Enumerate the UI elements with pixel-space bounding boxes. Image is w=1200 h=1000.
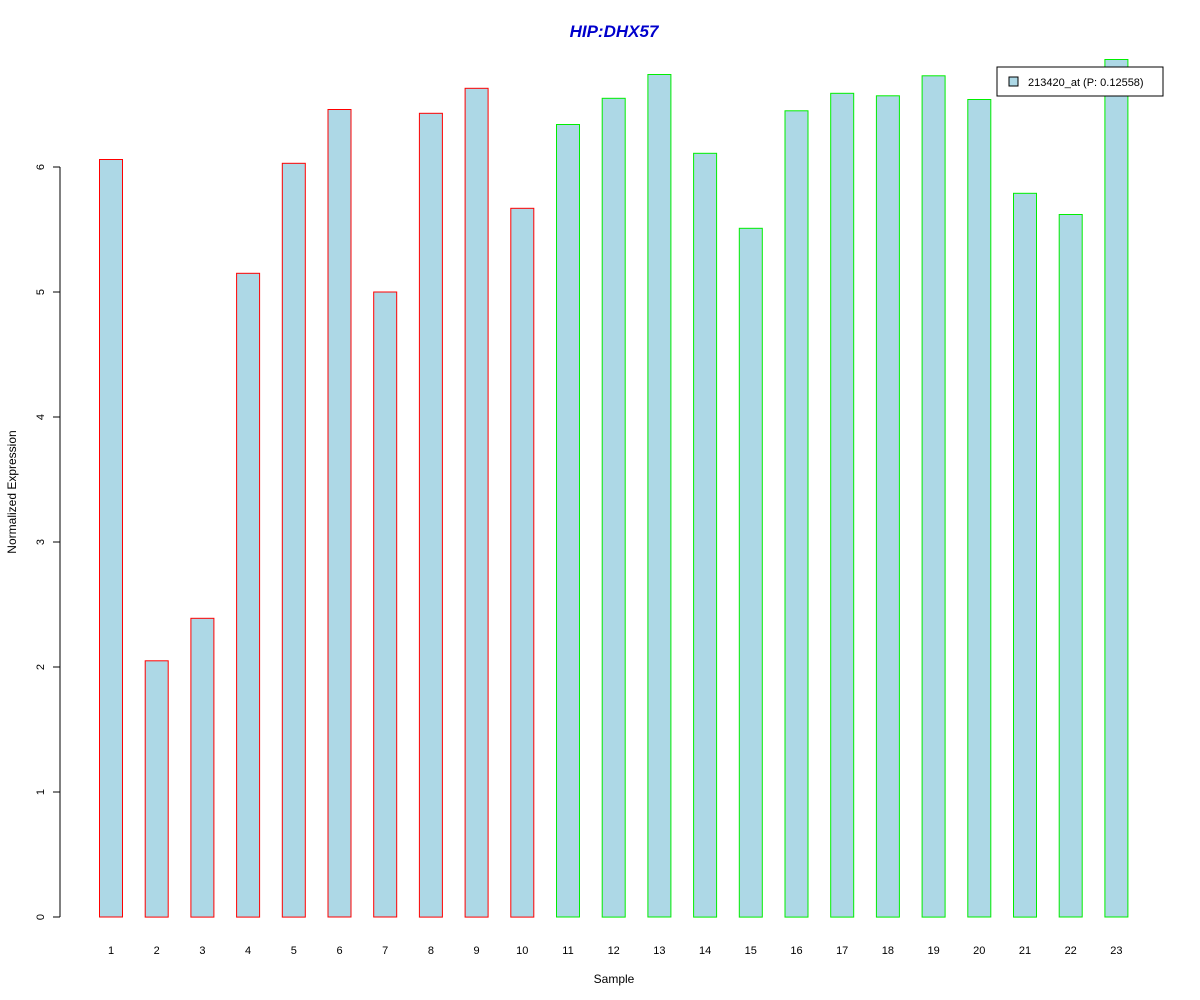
x-tick-label: 12 <box>608 945 620 957</box>
y-tick-label: 0 <box>35 914 47 920</box>
x-tick-label: 21 <box>1019 945 1031 957</box>
legend: 213420_at (P: 0.12558) <box>996 66 1164 97</box>
bar <box>1058 214 1083 918</box>
x-tick-label: 13 <box>653 945 665 957</box>
x-tick-label: 14 <box>699 945 711 957</box>
bar <box>830 92 855 918</box>
x-tick-label: 3 <box>199 945 205 957</box>
y-tick-label: 2 <box>35 664 47 670</box>
x-tick-labels: 1 2 3 4 5 6 7 8 9 10 11 12 13 14 15 16 17 18 19 20 21 22 23 <box>108 945 1123 957</box>
bar <box>1104 59 1129 918</box>
bar <box>190 617 215 918</box>
bar <box>1013 192 1037 918</box>
x-tick-label: 20 <box>973 945 985 957</box>
bar <box>281 162 306 918</box>
x-tick-label: 22 <box>1065 945 1077 957</box>
x-tick-label: 10 <box>516 945 528 957</box>
x-axis-title: Sample <box>594 972 635 986</box>
bar <box>327 109 352 918</box>
y-tick-label: 3 <box>35 539 47 545</box>
legend-label: 213420_at (P: 0.12558) <box>1028 77 1144 89</box>
x-tick-label: 23 <box>1110 945 1122 957</box>
bar <box>875 95 900 918</box>
bar <box>373 291 398 918</box>
x-tick-label: 16 <box>790 945 802 957</box>
x-tick-label: 4 <box>245 945 251 957</box>
bar <box>647 74 672 918</box>
y-tick-label: 4 <box>35 414 47 420</box>
chart-title: HIP:DHX57 <box>570 22 660 41</box>
x-tick-label: 15 <box>745 945 757 957</box>
bar <box>144 660 169 918</box>
x-tick-label: 6 <box>336 945 342 957</box>
legend-box <box>996 66 1164 97</box>
bar <box>601 97 626 918</box>
x-tick-label: 2 <box>154 945 160 957</box>
x-tick-label: 9 <box>474 945 480 957</box>
legend-swatch <box>1008 76 1019 87</box>
bars <box>99 59 1129 918</box>
bar <box>418 112 443 918</box>
x-tick-label: 1 <box>108 945 114 957</box>
x-tick-label: 8 <box>428 945 434 957</box>
bar <box>921 75 946 918</box>
x-tick-label: 5 <box>291 945 297 957</box>
x-tick-label: 19 <box>927 945 939 957</box>
bar <box>99 159 123 918</box>
y-axis: 0 1 2 3 4 5 6 <box>35 164 61 920</box>
bar <box>967 99 992 918</box>
bar <box>784 110 809 918</box>
bar <box>738 227 763 918</box>
y-axis-title: Normalized Expression <box>5 430 19 553</box>
x-tick-label: 18 <box>882 945 894 957</box>
y-tick-label: 6 <box>35 164 47 170</box>
bar <box>236 272 261 918</box>
bar <box>510 207 535 918</box>
y-tick-label: 1 <box>35 789 47 795</box>
x-tick-label: 7 <box>382 945 388 957</box>
y-tick-label: 5 <box>35 289 47 295</box>
bar <box>693 152 718 918</box>
x-tick-label: 11 <box>562 945 573 957</box>
bar <box>464 87 489 918</box>
bar <box>556 124 580 918</box>
x-tick-label: 17 <box>836 945 848 957</box>
